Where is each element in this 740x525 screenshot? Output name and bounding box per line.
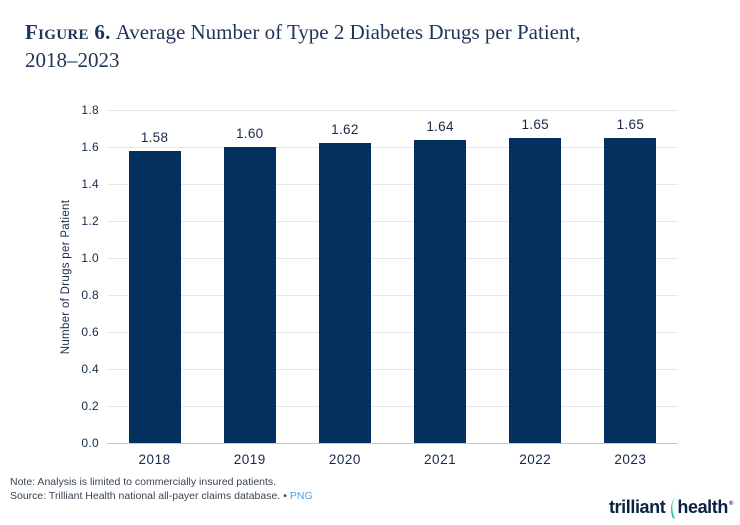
logo-word-trilliant: trilliant xyxy=(608,497,666,517)
x-tick-label: 2019 xyxy=(233,452,266,467)
bar-2023 xyxy=(604,137,657,443)
note-line: Note: Analysis is limited to commerciall… xyxy=(10,476,277,488)
bar-value-label: 1.64 xyxy=(426,118,454,134)
bullet-separator: • xyxy=(283,489,287,502)
bar-value-label: 1.65 xyxy=(616,116,645,132)
x-tick-label: 2022 xyxy=(519,452,552,467)
gridline xyxy=(107,110,678,111)
x-tick-label: 2018 xyxy=(138,452,171,467)
gridline xyxy=(107,369,678,370)
y-tick-label: 1.2 xyxy=(81,214,99,228)
y-tick-label: 0.4 xyxy=(81,362,99,376)
y-tick-label: 0.6 xyxy=(81,325,99,339)
figure-title-text: Average Number of Type 2 Diabetes Drugs … xyxy=(115,20,581,44)
trilliant-health-logo: trilliant health ® xyxy=(608,486,733,519)
gridline xyxy=(107,221,678,222)
y-tick-label: 0.0 xyxy=(81,436,99,450)
figure-label: Figure 6. xyxy=(25,20,111,44)
figure-title-years: 2018–2023 xyxy=(25,48,120,72)
bar-value-label: 1.65 xyxy=(521,116,549,132)
gridline xyxy=(107,332,678,333)
y-tick-label: 1.4 xyxy=(81,177,99,191)
bar-2019 xyxy=(223,147,276,443)
bar-2020 xyxy=(318,143,371,443)
gridline xyxy=(107,443,678,444)
source-line: Source: Trilliant Health national all-pa… xyxy=(10,490,313,504)
y-tick-label: 0.2 xyxy=(81,399,99,413)
x-tick-label: 2021 xyxy=(424,452,457,467)
y-tick-label: 1.6 xyxy=(81,140,99,154)
x-tick-label: 2023 xyxy=(614,452,647,467)
y-tick-label: 0.8 xyxy=(81,288,99,302)
y-tick-label: 1.8 xyxy=(81,103,99,117)
logo-word-health: health xyxy=(677,497,728,517)
gridline xyxy=(107,258,678,259)
gridline xyxy=(107,406,678,407)
footnotes: Note: Analysis is limited to commerciall… xyxy=(10,476,313,503)
gridline xyxy=(107,147,678,148)
bar-value-label: 1.58 xyxy=(140,129,169,145)
source-text: Source: Trilliant Health national all-pa… xyxy=(10,489,281,502)
plot-area: 1.8 1.6 1.4 1.2 1.0 0.8 0.6 0.4 0.2 0.0 1.58 2018 1.… xyxy=(81,103,678,467)
gridline xyxy=(107,184,678,185)
png-download-link[interactable]: PNG xyxy=(289,489,313,502)
logo-swoosh-icon xyxy=(671,494,679,519)
gridline xyxy=(107,295,678,296)
bar-value-label: 1.60 xyxy=(236,126,264,141)
y-tick-label: 1.0 xyxy=(81,251,99,265)
figure-title: Figure 6. Average Number of Type 2 Diabet… xyxy=(25,18,725,74)
bar-2021 xyxy=(414,139,467,443)
bar-2018 xyxy=(128,150,181,443)
bar-value-label: 1.62 xyxy=(331,122,359,138)
bar-2022 xyxy=(509,137,562,443)
registered-mark: ® xyxy=(728,501,733,507)
x-tick-label: 2020 xyxy=(328,452,361,467)
